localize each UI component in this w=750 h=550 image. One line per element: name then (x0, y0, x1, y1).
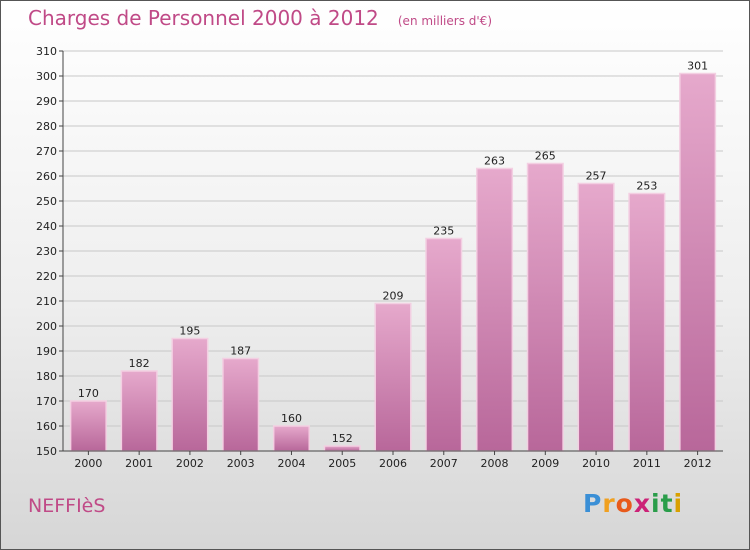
y-tick-label: 170 (36, 395, 57, 408)
x-tick-label-2009: 2009 (531, 457, 559, 470)
title-block: Charges de Personnel 2000 à 2012 (en mil… (28, 6, 492, 30)
data-label-2000: 170 (78, 387, 99, 400)
y-tick-label: 240 (36, 220, 57, 233)
x-tick-label-2012: 2012 (684, 457, 712, 470)
x-tick-label-2004: 2004 (277, 457, 305, 470)
y-tick-label: 260 (36, 170, 57, 183)
logo-letter: i (651, 489, 661, 518)
x-tick-label-2002: 2002 (176, 457, 204, 470)
y-tick-label: 210 (36, 295, 57, 308)
data-label-2009: 265 (535, 150, 556, 163)
data-label-2007: 235 (433, 225, 454, 238)
y-tick-label: 300 (36, 70, 57, 83)
y-tick-label: 280 (36, 120, 57, 133)
logo-letter: o (615, 489, 634, 518)
y-tick-label: 290 (36, 95, 57, 108)
logo-letter: r (602, 489, 616, 518)
y-tick-label: 250 (36, 195, 57, 208)
bars: 170 182 195 187 160 152 209 235 263 265 257 253 301 (69, 60, 717, 452)
data-label-2004: 160 (281, 412, 302, 425)
y-tick-label: 270 (36, 145, 57, 158)
bar-2009 (526, 162, 564, 452)
logo-letter: P (583, 489, 603, 518)
y-tick-label: 230 (36, 245, 57, 258)
bar-2006 (374, 302, 412, 452)
data-label-2005: 152 (332, 432, 353, 445)
y-tick-label: 190 (36, 345, 57, 358)
y-tick-label: 180 (36, 370, 57, 383)
x-tick-label-2006: 2006 (379, 457, 407, 470)
logo-letter: t (660, 489, 674, 518)
bar-2000 (69, 400, 107, 452)
bar-2005 (323, 445, 361, 452)
y-tick-label: 310 (36, 45, 57, 58)
data-label-2008: 263 (484, 155, 505, 168)
x-tick-label-2010: 2010 (582, 457, 610, 470)
logo-letter: x (633, 489, 651, 518)
logo-letter: i (673, 489, 684, 518)
x-tick-label-2007: 2007 (430, 457, 458, 470)
x-tick-label-2005: 2005 (328, 457, 356, 470)
x-tick-label-2008: 2008 (481, 457, 509, 470)
bar-2001 (120, 370, 158, 452)
data-label-2001: 182 (129, 357, 150, 370)
y-tick-label: 220 (36, 270, 57, 283)
bar-2008 (476, 167, 514, 452)
data-label-2010: 257 (586, 170, 607, 183)
y-tick-label: 150 (36, 445, 57, 458)
axes: 150 160 170 180 190 200 210 220 230 240 250 260 270 2… (36, 45, 723, 470)
x-tick-label-2011: 2011 (633, 457, 661, 470)
bar-2004 (272, 425, 310, 452)
y-tick-label: 160 (36, 420, 57, 433)
bar-2007 (425, 237, 463, 452)
data-label-2011: 253 (636, 180, 657, 193)
bar-2002 (171, 337, 209, 452)
y-tick-label: 200 (36, 320, 57, 333)
bar-2012 (679, 72, 717, 452)
data-label-2012: 301 (687, 60, 708, 73)
data-label-2006: 209 (383, 290, 404, 303)
bar-2011 (628, 192, 666, 452)
x-tick-label-2003: 2003 (227, 457, 255, 470)
data-label-2002: 195 (179, 325, 200, 338)
chart-title: Charges de Personnel 2000 à 2012 (28, 6, 379, 30)
proxiti-logo: Proxiti (583, 489, 683, 518)
commune-name: NEFFIèS (28, 495, 106, 517)
chart-subtitle: (en milliers d'€) (397, 14, 492, 28)
bar-2003 (222, 357, 260, 452)
x-tick-label-2001: 2001 (125, 457, 153, 470)
bar-2010 (577, 182, 615, 452)
x-tick-label-2000: 2000 (74, 457, 102, 470)
data-label-2003: 187 (230, 345, 251, 358)
